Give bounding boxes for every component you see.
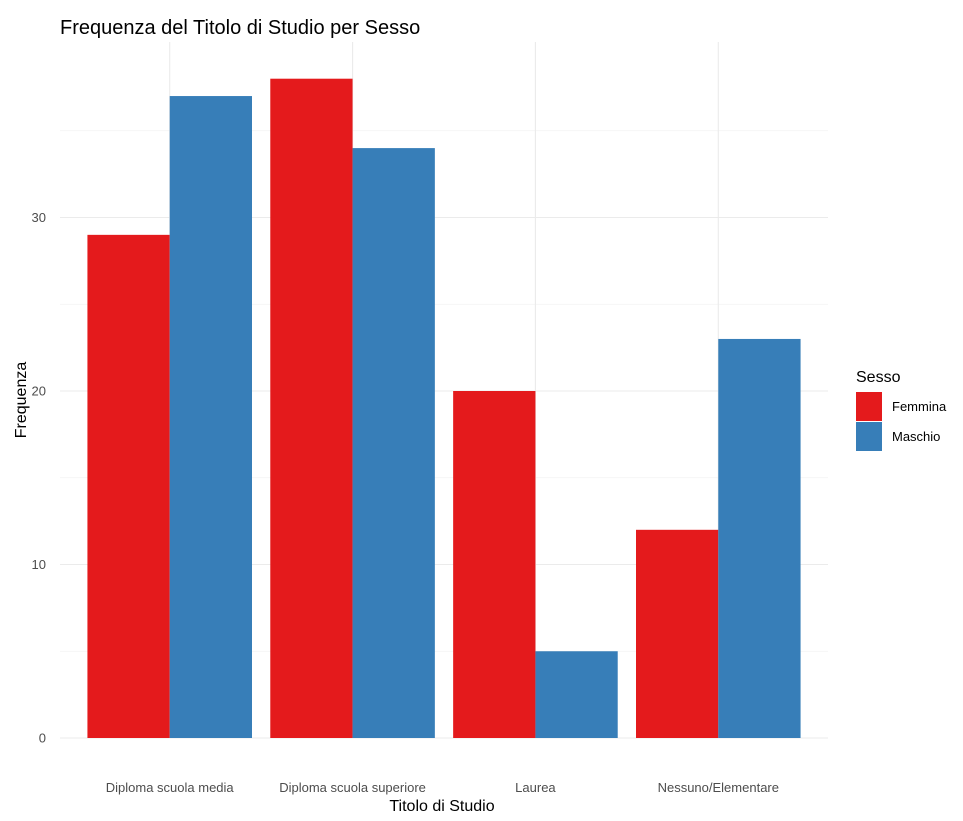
legend: Sesso Femmina Maschio xyxy=(856,369,947,451)
chart-title: Frequenza del Titolo di Studio per Sesso xyxy=(60,17,420,39)
y-tick-label: 0 xyxy=(39,731,46,746)
legend-key-femmina xyxy=(856,392,882,421)
y-tick-label: 10 xyxy=(32,557,46,572)
bar-maschio xyxy=(169,96,252,739)
bar-maschio xyxy=(535,651,618,738)
legend-label: Femmina xyxy=(892,399,947,414)
bar-femmina xyxy=(636,529,719,738)
x-tick-label: Diploma scuola media xyxy=(106,780,235,795)
bar-maschio xyxy=(352,148,435,739)
y-tick-label: 30 xyxy=(32,210,46,225)
legend-key-maschio xyxy=(856,422,882,451)
bar-femmina xyxy=(87,234,170,738)
legend-items: Femmina Maschio xyxy=(856,392,947,451)
x-tick-label: Diploma scuola superiore xyxy=(279,780,426,795)
x-axis-title: Titolo di Studio xyxy=(389,798,494,815)
y-tick-label: 20 xyxy=(32,384,46,399)
bar-femmina xyxy=(270,78,353,738)
legend-label: Maschio xyxy=(892,429,940,444)
bar-femmina xyxy=(453,391,536,738)
y-axis-title: Frequenza xyxy=(13,362,30,439)
legend-title: Sesso xyxy=(856,369,901,386)
axis-ticks: 0 10 20 30 Diploma scuola media Diploma scuol… xyxy=(32,210,779,795)
bars xyxy=(87,78,801,739)
x-tick-label: Nessuno/Elementare xyxy=(658,780,779,795)
bar-maschio xyxy=(718,338,801,738)
x-tick-label: Laurea xyxy=(515,780,556,795)
